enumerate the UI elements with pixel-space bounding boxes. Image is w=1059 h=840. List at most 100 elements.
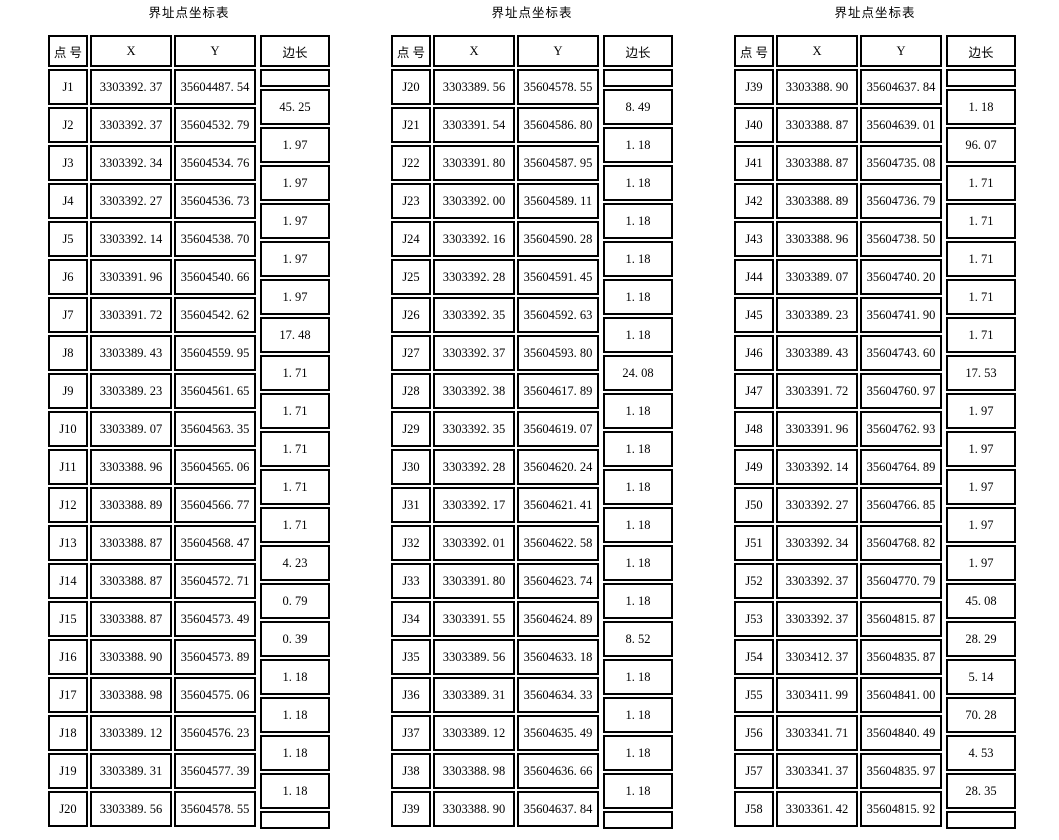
y-coordinate-cell: 35604762. 93 — [860, 411, 942, 447]
x-coordinate-cell: 3303389. 43 — [776, 335, 858, 371]
side-length-cell: 5. 14 — [946, 659, 1016, 695]
point-id-cell: J49 — [734, 449, 774, 485]
column-header-y: Y — [860, 35, 942, 67]
side-length-cell: 28. 29 — [946, 621, 1016, 657]
point-id-cell: J39 — [734, 69, 774, 105]
side-length-cell: 1. 71 — [260, 507, 330, 543]
table-row: J19 3303389. 31 35604577. 39 — [48, 753, 256, 789]
x-coordinate-cell: 3303388. 87 — [776, 107, 858, 143]
table-row: J25 3303392. 28 35604591. 45 — [391, 259, 599, 295]
side-length-cell: 96. 07 — [946, 127, 1016, 163]
point-id-cell: J5 — [48, 221, 88, 257]
point-id-cell: J24 — [391, 221, 431, 257]
x-coordinate-cell: 3303388. 98 — [90, 677, 172, 713]
table-row: J27 3303392. 37 35604593. 80 — [391, 335, 599, 371]
column-header-point: 点 号 — [391, 35, 431, 67]
side-length-cell: 1. 18 — [603, 203, 673, 239]
y-coordinate-cell: 35604639. 01 — [860, 107, 942, 143]
point-id-cell: J18 — [48, 715, 88, 751]
x-coordinate-cell: 3303341. 71 — [776, 715, 858, 751]
x-coordinate-cell: 3303391. 80 — [433, 563, 515, 599]
side-length-cell: 1. 18 — [603, 393, 673, 429]
point-id-cell: J29 — [391, 411, 431, 447]
column-header-side: 边长 — [603, 35, 673, 67]
table-row: J15 3303388. 87 35604573. 49 — [48, 601, 256, 637]
side-length-cell: 1. 18 — [260, 697, 330, 733]
x-coordinate-cell: 3303392. 35 — [433, 297, 515, 333]
y-coordinate-cell: 35604764. 89 — [860, 449, 942, 485]
side-length-cell: 1. 18 — [603, 431, 673, 467]
point-id-cell: J33 — [391, 563, 431, 599]
y-coordinate-cell: 35604593. 80 — [517, 335, 599, 371]
x-coordinate-cell: 3303392. 17 — [433, 487, 515, 523]
table-row: J54 3303412. 37 35604835. 87 — [734, 639, 942, 675]
y-coordinate-cell: 35604575. 06 — [174, 677, 256, 713]
table-row: J51 3303392. 34 35604768. 82 — [734, 525, 942, 561]
point-id-cell: J30 — [391, 449, 431, 485]
point-id-cell: J35 — [391, 639, 431, 675]
table-row: J29 3303392. 35 35604619. 07 — [391, 411, 599, 447]
x-coordinate-cell: 3303392. 38 — [433, 373, 515, 409]
column-header-side: 边长 — [260, 35, 330, 67]
table-row: J48 3303391. 96 35604762. 93 — [734, 411, 942, 447]
side-length-cell: 4. 53 — [946, 735, 1016, 771]
point-id-cell: J12 — [48, 487, 88, 523]
x-coordinate-cell: 3303392. 14 — [90, 221, 172, 257]
point-id-cell: J19 — [48, 753, 88, 789]
table-row: J22 3303391. 80 35604587. 95 — [391, 145, 599, 181]
y-coordinate-cell: 35604740. 20 — [860, 259, 942, 295]
table-row: J16 3303388. 90 35604573. 89 — [48, 639, 256, 675]
y-coordinate-cell: 35604760. 97 — [860, 373, 942, 409]
y-coordinate-cell: 35604590. 28 — [517, 221, 599, 257]
table-row: J21 3303391. 54 35604586. 80 — [391, 107, 599, 143]
side-length-cell: 1. 18 — [603, 279, 673, 315]
point-id-cell: J31 — [391, 487, 431, 523]
x-coordinate-cell: 3303391. 72 — [90, 297, 172, 333]
table-title: 界址点坐标表 — [491, 6, 573, 20]
side-length-cell: 1. 18 — [603, 469, 673, 505]
y-coordinate-cell: 35604617. 89 — [517, 373, 599, 409]
y-coordinate-cell: 35604766. 85 — [860, 487, 942, 523]
x-coordinate-cell: 3303388. 87 — [90, 525, 172, 561]
side-length-cell: 1. 71 — [946, 165, 1016, 201]
table-row: J18 3303389. 12 35604576. 23 — [48, 715, 256, 751]
point-id-cell: J57 — [734, 753, 774, 789]
point-id-cell: J7 — [48, 297, 88, 333]
point-id-cell: J1 — [48, 69, 88, 105]
y-coordinate-cell: 35604572. 71 — [174, 563, 256, 599]
point-id-cell: J14 — [48, 563, 88, 599]
x-coordinate-cell: 3303389. 07 — [90, 411, 172, 447]
side-length-cell: 1. 97 — [260, 241, 330, 277]
y-coordinate-cell: 35604586. 80 — [517, 107, 599, 143]
table-row: J20 3303389. 56 35604578. 55 — [48, 791, 256, 827]
point-id-cell: J13 — [48, 525, 88, 561]
side-length-cell: 1. 97 — [260, 165, 330, 201]
table-title: 界址点坐标表 — [148, 6, 230, 20]
x-coordinate-cell: 3303389. 23 — [90, 373, 172, 409]
side-length-cell: 1. 18 — [260, 735, 330, 771]
table-row: J49 3303392. 14 35604764. 89 — [734, 449, 942, 485]
side-length-cell: 70. 28 — [946, 697, 1016, 733]
point-id-cell: J39 — [391, 791, 431, 827]
side-length-cell: 28. 35 — [946, 773, 1016, 809]
table-row: J6 3303391. 96 35604540. 66 — [48, 259, 256, 295]
side-length-cell: 17. 53 — [946, 355, 1016, 391]
y-coordinate-cell: 35604587. 95 — [517, 145, 599, 181]
point-id-cell: J25 — [391, 259, 431, 295]
y-coordinate-cell: 35604534. 76 — [174, 145, 256, 181]
point-id-cell: J3 — [48, 145, 88, 181]
y-coordinate-cell: 35604633. 18 — [517, 639, 599, 675]
x-coordinate-cell: 3303392. 01 — [433, 525, 515, 561]
table-row: J50 3303392. 27 35604766. 85 — [734, 487, 942, 523]
point-id-cell: J40 — [734, 107, 774, 143]
side-length-cell: 45. 08 — [946, 583, 1016, 619]
x-coordinate-cell: 3303391. 96 — [90, 259, 172, 295]
column-header-point: 点 号 — [734, 35, 774, 67]
table-row: J44 3303389. 07 35604740. 20 — [734, 259, 942, 295]
point-id-cell: J15 — [48, 601, 88, 637]
side-empty-cell — [603, 69, 673, 87]
side-length-column: 边长 45. 25 1. 97 1. 97 1. 97 1. 97 1. 97 17. 48 1… — [260, 33, 330, 829]
